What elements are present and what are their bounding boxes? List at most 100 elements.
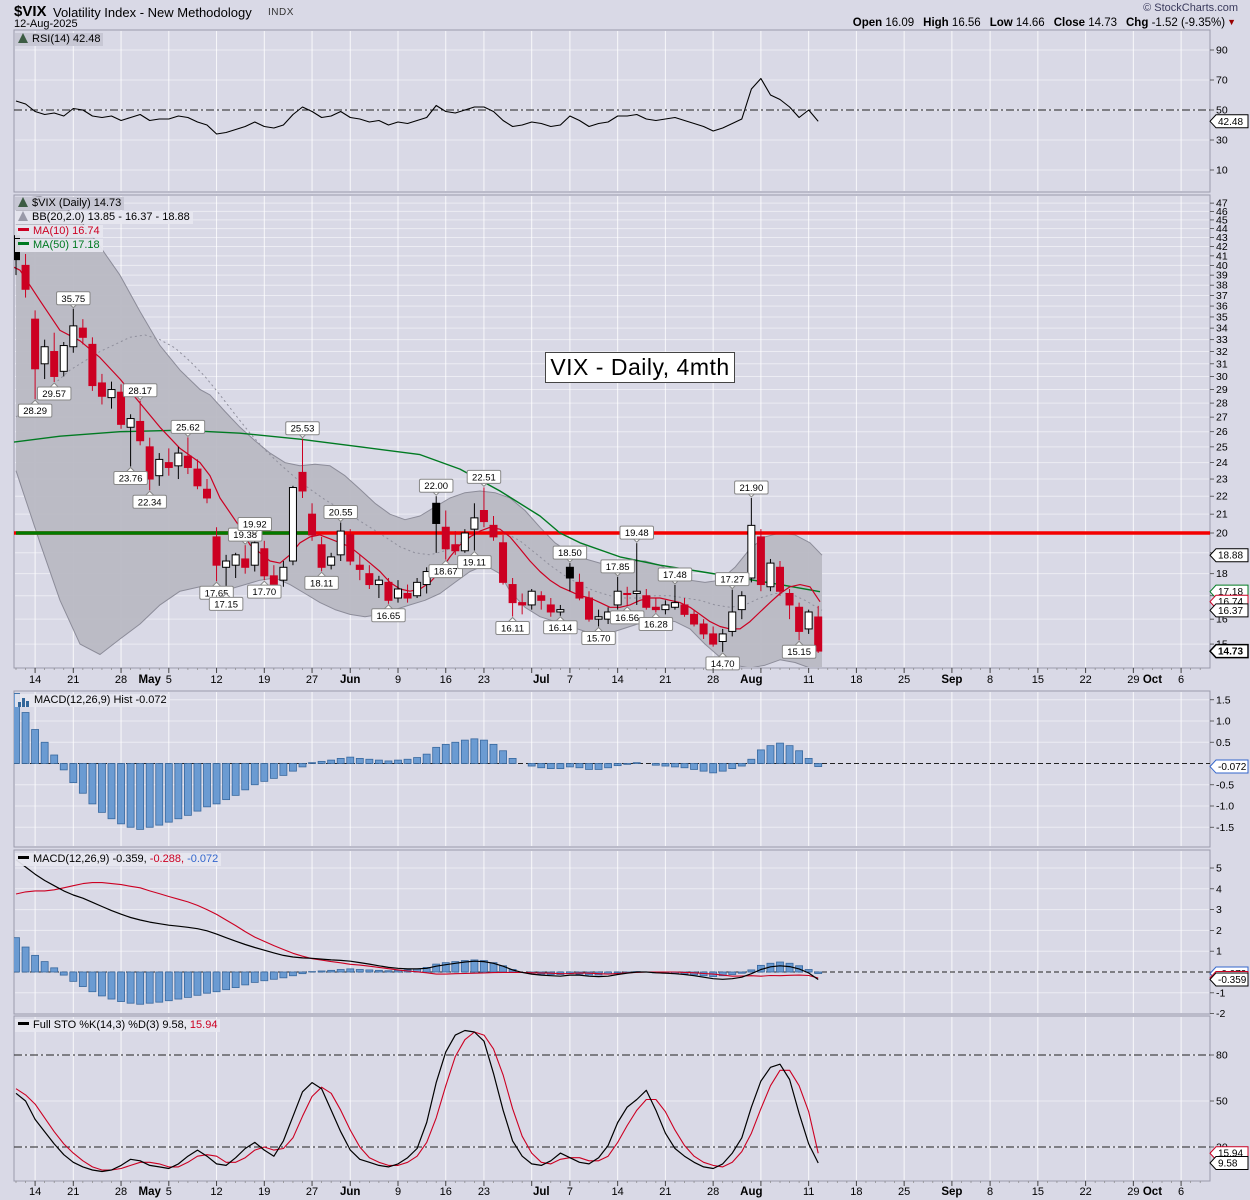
svg-text:16.11: 16.11: [501, 624, 524, 635]
legend-price-label: $VIX (Daily) 14.73: [32, 197, 122, 209]
bollinger-mid: [15, 334, 823, 611]
axis-label: 33: [1216, 334, 1228, 346]
x-axis-label: 14: [612, 1186, 624, 1198]
rsi-panel: [13, 29, 1211, 193]
legend-ma50-label: MA(50) 17.18: [33, 239, 100, 251]
value-badge: [1209, 1155, 1249, 1170]
axis-label: 27: [1216, 412, 1228, 424]
svg-text:29.57: 29.57: [42, 389, 66, 400]
chart-header: $VIX Volatility Index - New Methodology …: [0, 0, 1250, 30]
value-badge-text: 15.94: [1218, 1149, 1243, 1160]
value-badge-text: 42.48: [1218, 117, 1243, 128]
area-chart-icon: [18, 33, 28, 43]
black-line-icon: [18, 1022, 29, 1025]
legend-macd-label: MACD(12,26,9) -0.359,: [33, 853, 147, 865]
x-axis-label: 16: [440, 674, 452, 686]
svg-text:17.65: 17.65: [205, 588, 229, 599]
axis-label: 1.0: [1216, 716, 1231, 728]
x-axis-label: 15: [1032, 1186, 1044, 1198]
chg-label: Chg: [1126, 17, 1149, 29]
sto-k-line: [15, 1029, 819, 1173]
svg-text:18.50: 18.50: [558, 548, 582, 559]
rsi-plot: [14, 77, 1210, 135]
high-value: 16.56: [951, 17, 981, 29]
bollinger-upper: [15, 196, 823, 583]
axis-label: 90: [1216, 45, 1228, 57]
svg-text:16.14: 16.14: [548, 623, 572, 634]
area-chart-icon: [18, 197, 28, 207]
x-axis-label: 23: [478, 674, 490, 686]
legend-sto-label: Full STO %K(14,3) %D(3) 9.58,: [33, 1019, 187, 1031]
legend-macd-hist[interactable]: MACD(12,26,9) Hist -0.072: [15, 694, 170, 707]
axis-label: 22: [1216, 491, 1228, 503]
x-axis-label: 22: [1079, 1186, 1091, 1198]
x-axis-label: 21: [67, 1186, 79, 1198]
x-axis-label: 15: [1032, 674, 1044, 686]
x-axis-label: 9: [395, 674, 401, 686]
x-axis-label: 25: [898, 1186, 910, 1198]
candlestick-series: [14, 228, 823, 653]
exchange-label: INDX: [268, 7, 294, 18]
axis-label: 37: [1216, 290, 1228, 302]
axis-label: 25: [1216, 441, 1228, 453]
axis-label: 26: [1216, 426, 1228, 438]
svg-text:28.17: 28.17: [128, 386, 152, 397]
legend-macd[interactable]: MACD(12,26,9) -0.359, -0.288, -0.072: [15, 853, 222, 866]
axis-label: 47: [1216, 198, 1228, 210]
copyright-label: © StockCharts.com: [1143, 2, 1238, 14]
svg-text:16.28: 16.28: [644, 619, 668, 630]
svg-text:19.38: 19.38: [233, 530, 257, 541]
x-axis-label: May: [139, 1186, 162, 1198]
value-badge-text: -0.359: [1218, 975, 1247, 986]
legend-ma10[interactable]: MA(10) 16.74: [15, 225, 103, 238]
x-axis-label: 28: [115, 1186, 127, 1198]
x-axis-label: 23: [478, 1186, 490, 1198]
axis-label: 41: [1216, 250, 1228, 262]
chart-date: 12-Aug-2025: [14, 18, 78, 30]
close-value: 14.73: [1088, 17, 1117, 29]
x-axis-label: 5: [166, 674, 172, 686]
macd-hist-plot: [14, 692, 1210, 830]
axis-label: 80: [1216, 1050, 1228, 1062]
legend-ma50[interactable]: MA(50) 17.18: [15, 239, 103, 252]
hist-panel: [13, 690, 1211, 848]
legend-rsi[interactable]: RSI(14) 42.48: [15, 33, 104, 46]
x-axis-label: 27: [306, 674, 318, 686]
axis-label: 0.5: [1216, 737, 1231, 749]
open-label: Open: [852, 17, 883, 29]
svg-text:28.29: 28.29: [23, 406, 47, 417]
x-axis-label: 9: [395, 1186, 401, 1198]
chart-title-annotation: VIX - Daily, 4mth: [545, 352, 735, 383]
axis-label: 45: [1216, 214, 1228, 226]
value-badge: [1209, 972, 1249, 987]
axis-label: 5: [1216, 863, 1222, 875]
axis-label: 39: [1216, 270, 1228, 282]
axis-label: 50: [1216, 105, 1228, 117]
axis-label: 30: [1216, 135, 1228, 147]
axis-label: 30: [1216, 371, 1228, 383]
x-axis-label: 11: [803, 1186, 814, 1198]
x-axis-label: 21: [659, 1186, 671, 1198]
x-axis-label: 14: [612, 674, 624, 686]
svg-text:15.15: 15.15: [787, 647, 811, 658]
ohlc-quote: Open 16.09 High 16.56 Low 14.66 Close 14.73…: [844, 17, 1236, 29]
chg-dropdown-arrow[interactable]: ▼: [1227, 17, 1236, 27]
value-badge: [1209, 548, 1249, 563]
sto-panel: [13, 1015, 1211, 1182]
svg-text:20.55: 20.55: [329, 508, 353, 519]
svg-text:25.62: 25.62: [176, 422, 200, 433]
legend-sto[interactable]: Full STO %K(14,3) %D(3) 9.58, 15.94: [15, 1019, 221, 1032]
axis-label: 46: [1216, 206, 1228, 218]
legend-macd-signal-value: -0.288,: [146, 853, 185, 865]
svg-text:15.70: 15.70: [587, 633, 611, 644]
axis-label: 29: [1216, 384, 1228, 396]
svg-text:21.90: 21.90: [739, 483, 763, 494]
close-label: Close: [1053, 17, 1086, 29]
x-axis-label: 12: [210, 1186, 222, 1198]
x-axis-label: Oct: [1143, 1186, 1162, 1198]
legend-price[interactable]: $VIX (Daily) 14.73: [15, 197, 125, 210]
legend-bb[interactable]: BB(20,2.0) 13.85 - 16.37 - 18.88: [15, 211, 193, 224]
red-line-icon: [18, 228, 29, 231]
chg-value: -1.52 (-9.35%): [1151, 17, 1226, 29]
